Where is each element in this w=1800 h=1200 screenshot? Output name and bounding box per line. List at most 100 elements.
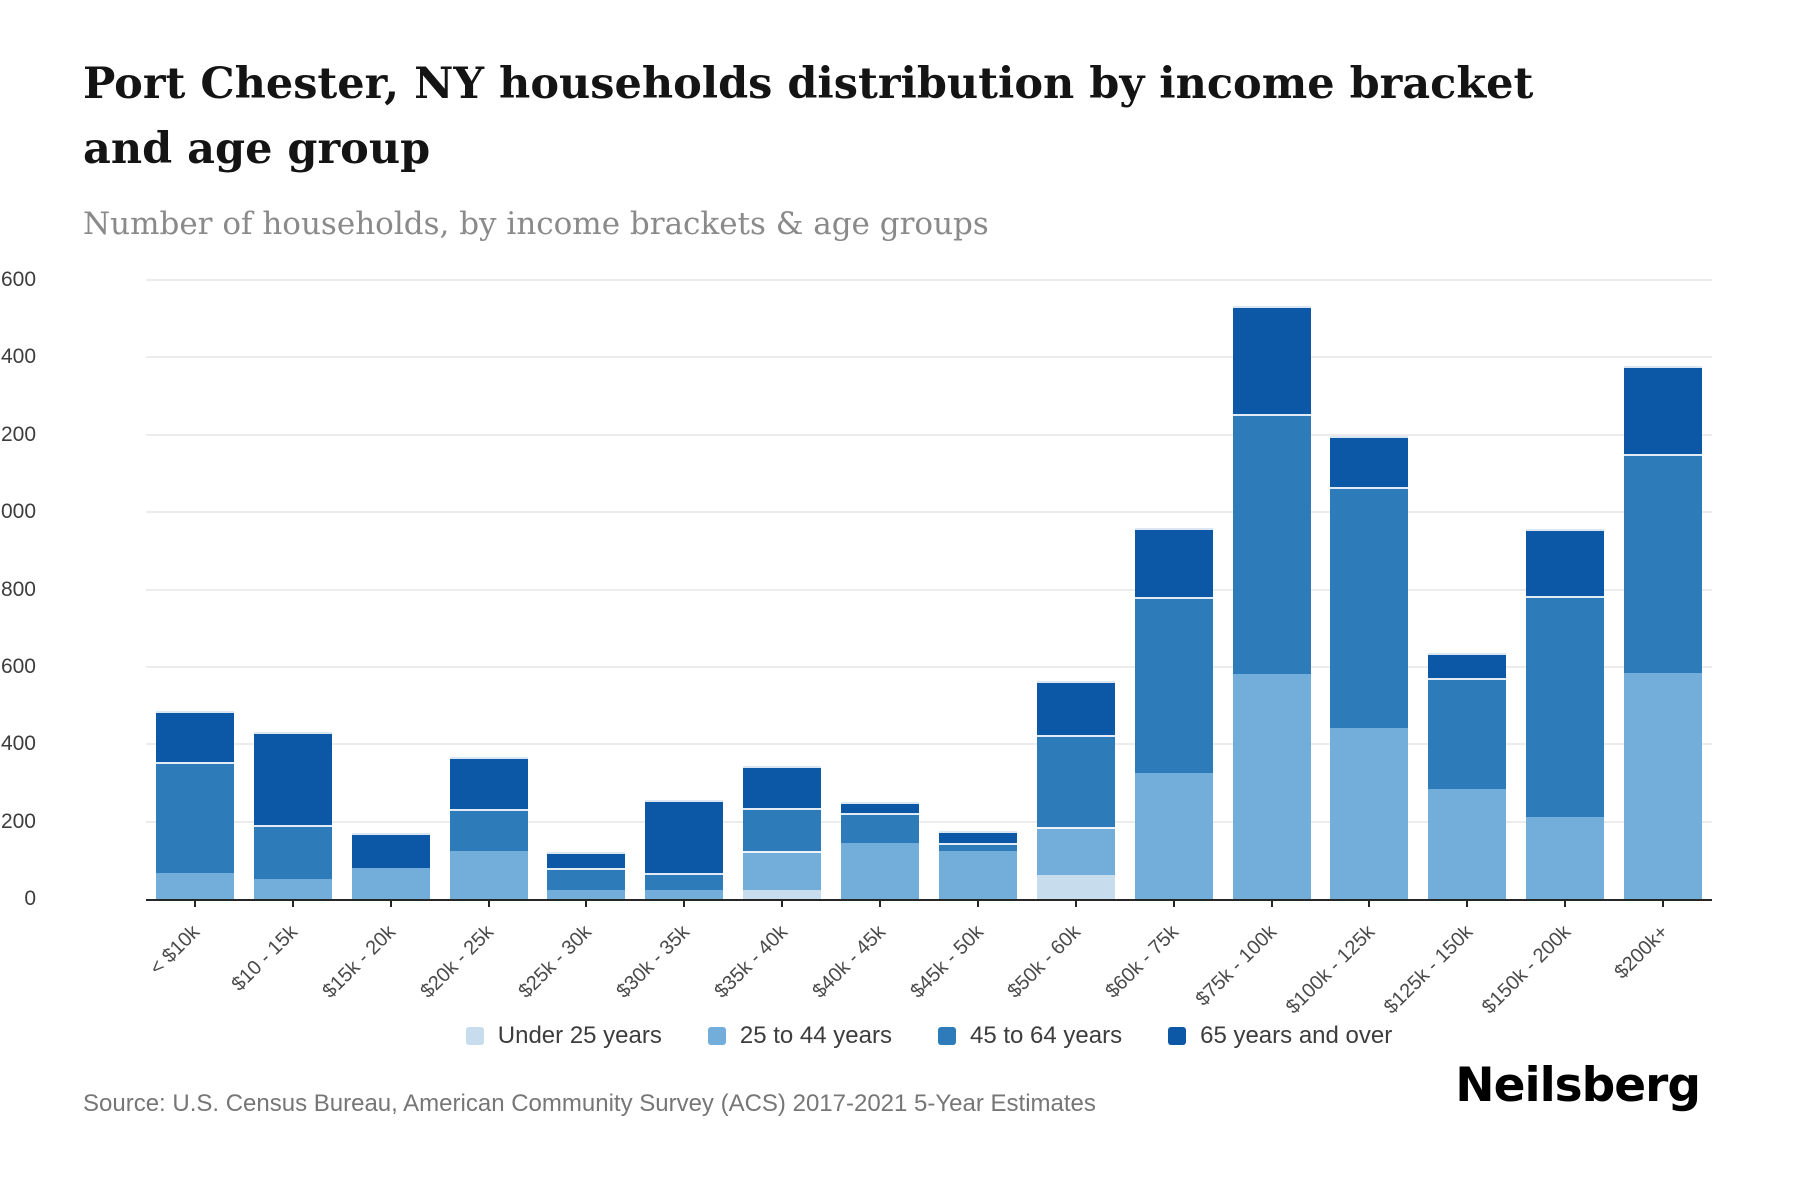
- bar-segment-65-years-and-over[interactable]: [449, 756, 528, 809]
- y-axis-tick-label: 200: [0, 809, 36, 833]
- bar--100k-125k: [1330, 280, 1409, 899]
- bar-segment-25-to-44-years[interactable]: [645, 890, 724, 899]
- gridline-y-1600: [146, 279, 1712, 281]
- bar-segment-65-years-and-over[interactable]: [1624, 366, 1703, 455]
- x-axis-tick: [781, 899, 784, 907]
- x-axis-tick: [1466, 899, 1469, 907]
- bar-segment-25-to-44-years[interactable]: [449, 850, 528, 899]
- bar-segment-65-years-and-over[interactable]: [1232, 306, 1311, 414]
- bar--40k-45k: [841, 280, 920, 899]
- x-axis-line: [146, 899, 1712, 901]
- bar-segment-45-to-64-years[interactable]: [1036, 734, 1115, 827]
- bar-segment-65-years-and-over[interactable]: [938, 831, 1017, 843]
- bar-segment-25-to-44-years[interactable]: [1624, 673, 1703, 899]
- page-title: Port Chester, NY households distribution…: [83, 59, 1534, 174]
- bar-segment-under-25-years[interactable]: [1036, 875, 1115, 899]
- gridline-y-800: [146, 588, 1712, 591]
- bar-segment-25-to-44-years[interactable]: [155, 872, 234, 899]
- x-axis-tick: [879, 899, 882, 907]
- x-axis-label: $100k - 125k: [1281, 921, 1379, 1019]
- bar-segment-25-to-44-years[interactable]: [1428, 789, 1507, 899]
- bar-segment-45-to-64-years[interactable]: [155, 762, 234, 873]
- bar-segment-25-to-44-years[interactable]: [1526, 816, 1605, 899]
- bar-segment-65-years-and-over[interactable]: [351, 833, 430, 868]
- bar-segment-25-to-44-years[interactable]: [547, 890, 626, 899]
- bar-segment-45-to-64-years[interactable]: [1232, 413, 1311, 675]
- bar-segment-25-to-44-years[interactable]: [1232, 674, 1311, 899]
- bar--50k-60k: [1036, 280, 1115, 899]
- legend-label: 25 to 44 years: [739, 1022, 892, 1049]
- bar-segment-45-to-64-years[interactable]: [743, 808, 822, 852]
- source-note: Source: U.S. Census Bureau, American Com…: [83, 1090, 1096, 1117]
- bar--75k-100k: [1232, 280, 1311, 899]
- bar-segment-25-to-44-years[interactable]: [351, 867, 430, 899]
- bar--200k+: [1624, 280, 1703, 899]
- chart-legend: Under 25 years 25 to 44 years 45 to 64 yea…: [146, 1012, 1712, 1060]
- bar-segment-25-to-44-years[interactable]: [841, 842, 920, 899]
- bar-segment-25-to-44-years[interactable]: [743, 851, 822, 891]
- legend-label: 45 to 64 years: [969, 1022, 1123, 1049]
- x-axis-label: $200k+: [1610, 921, 1673, 984]
- bar-segment-65-years-and-over[interactable]: [1526, 528, 1605, 597]
- bar--35k-40k: [743, 280, 822, 899]
- bar-segment-under-25-years[interactable]: [743, 890, 822, 899]
- bar-segment-25-to-44-years[interactable]: [1330, 728, 1409, 899]
- bar-segment-45-to-64-years[interactable]: [1330, 486, 1409, 729]
- gridline-y-400: [146, 743, 1712, 746]
- bar-segment-45-to-64-years[interactable]: [1428, 678, 1507, 790]
- bar--10-15k: [253, 280, 332, 899]
- x-axis-tick: [487, 899, 490, 907]
- bar-segment-45-to-64-years[interactable]: [645, 873, 724, 891]
- bar-segment-65-years-and-over[interactable]: [841, 802, 920, 813]
- x-axis-tick: [1564, 899, 1567, 907]
- bar-segment-45-to-64-years[interactable]: [938, 842, 1017, 851]
- legend-label: 65 years and over: [1200, 1022, 1393, 1049]
- bar-segment-45-to-64-years[interactable]: [547, 867, 626, 891]
- y-axis-tick-label: 800: [0, 577, 36, 601]
- page-subtitle: Number of households, by income brackets…: [83, 206, 989, 242]
- x-axis-label: $15k - 20k: [318, 921, 401, 1003]
- bar-segment-65-years-and-over[interactable]: [155, 711, 234, 763]
- bar-segment-65-years-and-over[interactable]: [253, 731, 332, 826]
- y-axis-tick-label: 600: [0, 654, 36, 678]
- bar-segment-25-to-44-years[interactable]: [1036, 826, 1115, 876]
- x-axis-tick: [193, 899, 196, 907]
- legend-item-45-to-64-years[interactable]: 45 to 64 years: [937, 1022, 1123, 1050]
- gridline-y-1400: [146, 356, 1712, 359]
- bar-segment-45-to-64-years[interactable]: [1624, 454, 1703, 674]
- legend-item-25-to-44-years[interactable]: 25 to 44 years: [707, 1022, 892, 1050]
- bar-segment-45-to-64-years[interactable]: [253, 825, 332, 879]
- y-axis-tick-label: 0: [24, 887, 36, 910]
- bar-segment-65-years-and-over[interactable]: [645, 799, 724, 874]
- x-axis-tick: [1074, 899, 1077, 907]
- bar-segment-65-years-and-over[interactable]: [743, 766, 822, 809]
- bar-segment-45-to-64-years[interactable]: [449, 808, 528, 851]
- neilsberg-logo: Neilsberg: [1455, 1058, 1701, 1113]
- x-axis-label: $75k - 100k: [1191, 921, 1282, 1011]
- bar-segment-45-to-64-years[interactable]: [1134, 597, 1213, 774]
- x-axis-label: $50k - 60k: [1003, 921, 1086, 1003]
- x-axis-label: $40k - 45k: [808, 921, 890, 1003]
- y-axis-tick-label: 1400: [0, 345, 36, 369]
- x-axis-tick: [976, 899, 979, 907]
- bar-segment-25-to-44-years[interactable]: [1134, 773, 1213, 899]
- bar-segment-45-to-64-years[interactable]: [1526, 596, 1605, 817]
- bar-segment-45-to-64-years[interactable]: [841, 812, 920, 843]
- y-axis-tick-label: 1600: [0, 268, 36, 291]
- x-axis-label: $45k - 50k: [905, 921, 988, 1003]
- bar-segment-65-years-and-over[interactable]: [1134, 527, 1213, 598]
- bar-segment-65-years-and-over[interactable]: [1036, 680, 1115, 735]
- x-axis-tick: [1662, 899, 1665, 907]
- y-axis-tick-label: 1000: [0, 500, 36, 524]
- legend-swatch: [1168, 1027, 1187, 1045]
- legend-item-under-25-years[interactable]: Under 25 years: [465, 1022, 662, 1050]
- bar-segment-65-years-and-over[interactable]: [1428, 652, 1507, 679]
- bar--25k-30k: [547, 280, 626, 899]
- x-axis-tick: [683, 899, 686, 907]
- x-axis-tick: [1368, 899, 1371, 907]
- bar-segment-25-to-44-years[interactable]: [938, 850, 1017, 899]
- bar-segment-65-years-and-over[interactable]: [547, 852, 626, 868]
- bar-segment-25-to-44-years[interactable]: [253, 878, 332, 899]
- bar-segment-65-years-and-over[interactable]: [1330, 436, 1409, 487]
- legend-item-65-years-and-over[interactable]: 65 years and over: [1168, 1022, 1392, 1050]
